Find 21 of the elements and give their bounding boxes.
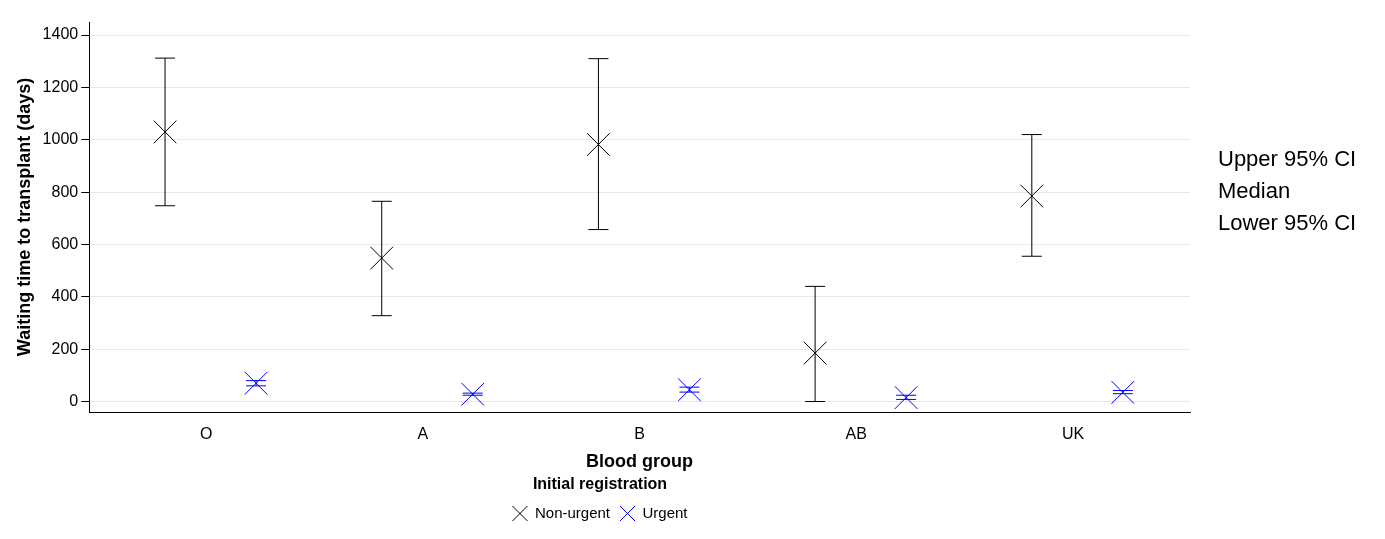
y-tick-label: 600 [51, 234, 79, 252]
legend-label: Non-urgent [534, 503, 611, 521]
y-tick-label: 400 [51, 287, 79, 305]
x-tick-label: AB [845, 425, 867, 443]
y-axis-title: Waiting time to transplant (days) [13, 77, 34, 357]
x-tick-label: UK [1061, 425, 1085, 443]
y-tick-label: 0 [69, 391, 79, 409]
y-tick-label: 800 [51, 182, 79, 200]
y-tick-label: 1000 [42, 130, 79, 148]
legend-title: Initial registration [532, 475, 668, 493]
x-tick-label: A [417, 425, 429, 443]
x-tick-label: O [199, 425, 213, 443]
legend-label: Urgent [642, 503, 689, 521]
x-tick-label: B [634, 425, 645, 443]
text: Median [1218, 178, 1291, 204]
text: Lower 95% CI [1218, 210, 1357, 236]
x-axis-title: Blood group [586, 450, 694, 471]
y-tick-label: 200 [51, 339, 79, 357]
y-tick-label: 1200 [42, 77, 79, 95]
y-tick-label: 1400 [42, 25, 79, 43]
text: Upper 95% CI [1218, 146, 1357, 172]
